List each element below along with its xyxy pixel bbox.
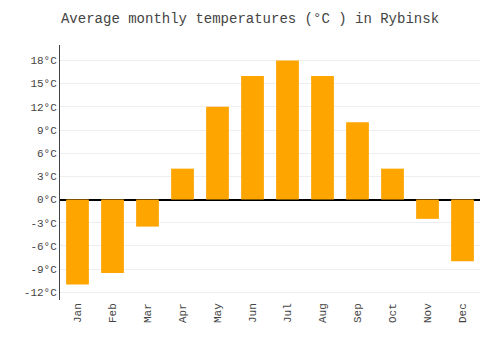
- svg-text:Apr: Apr: [177, 303, 189, 323]
- svg-text:Jun: Jun: [247, 303, 259, 323]
- svg-text:9°C: 9°C: [37, 125, 57, 137]
- svg-text:Feb: Feb: [107, 303, 119, 323]
- svg-text:-6°C: -6°C: [30, 241, 57, 253]
- svg-text:0°C: 0°C: [37, 194, 57, 206]
- svg-text:Mar: Mar: [142, 303, 154, 323]
- svg-text:Oct: Oct: [387, 303, 399, 323]
- svg-text:3°C: 3°C: [37, 171, 57, 183]
- svg-text:12°C: 12°C: [30, 102, 57, 114]
- svg-text:18°C: 18°C: [30, 55, 57, 67]
- svg-text:May: May: [212, 303, 224, 323]
- svg-text:-3°C: -3°C: [30, 218, 57, 230]
- svg-text:Jul: Jul: [282, 303, 294, 323]
- svg-text:-12°C: -12°C: [24, 287, 57, 299]
- svg-text:-9°C: -9°C: [30, 264, 57, 276]
- svg-text:Sep: Sep: [352, 303, 364, 323]
- svg-text:Nov: Nov: [422, 303, 434, 323]
- svg-text:Dec: Dec: [457, 303, 469, 323]
- svg-text:15°C: 15°C: [30, 78, 57, 90]
- svg-text:Average monthly temperatures (: Average monthly temperatures (°C ) in Ry…: [61, 11, 439, 27]
- svg-text:6°C: 6°C: [37, 148, 57, 160]
- svg-text:Jan: Jan: [72, 303, 84, 323]
- svg-text:Aug: Aug: [317, 303, 329, 323]
